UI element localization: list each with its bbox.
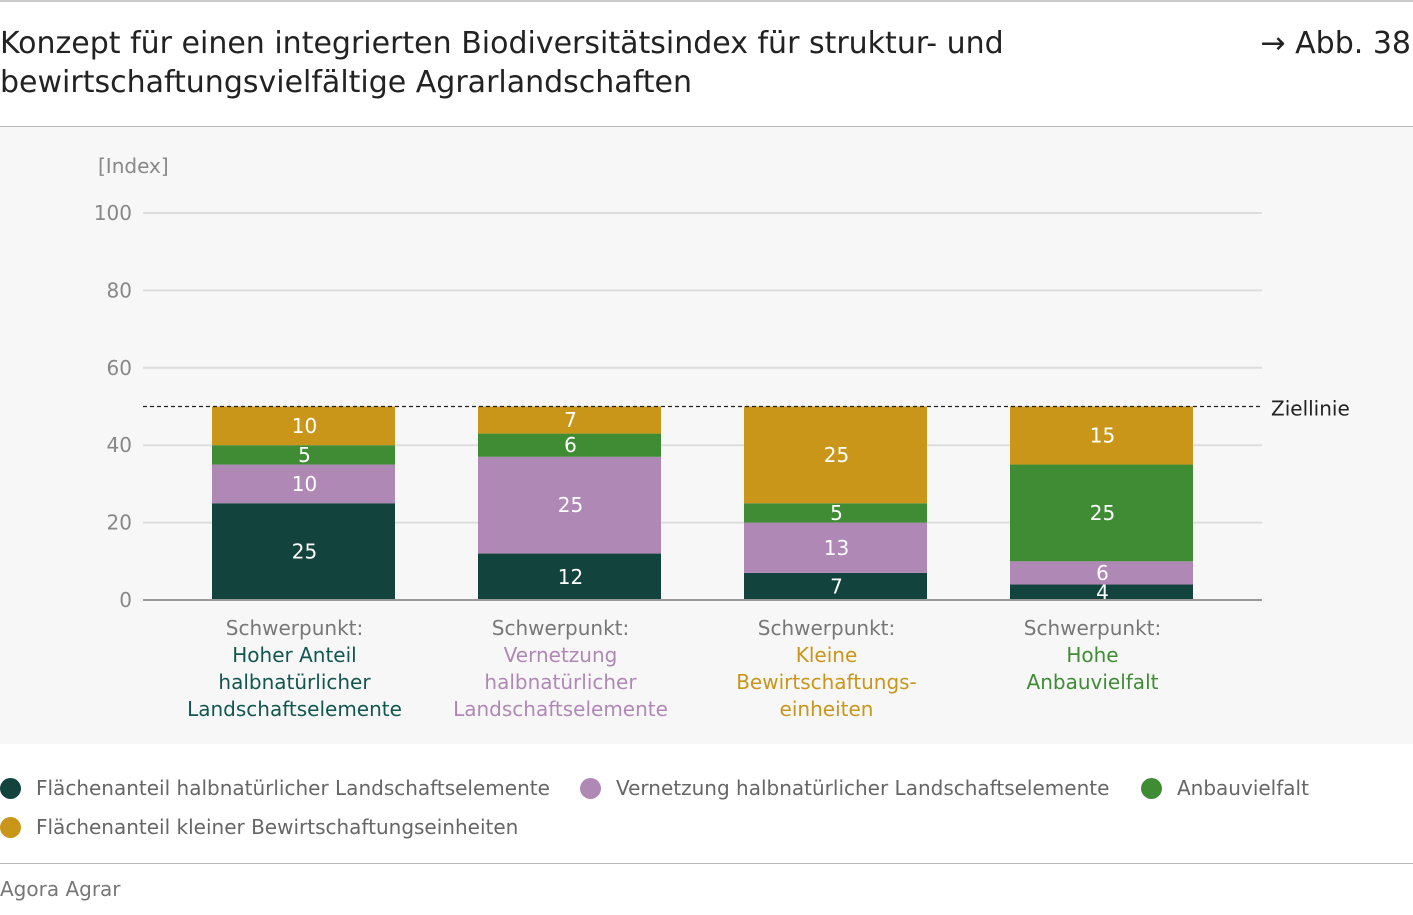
data-label: 25 xyxy=(292,540,317,564)
bar-segment xyxy=(744,522,927,573)
data-label: 10 xyxy=(292,414,317,438)
legend-label: Anbauvielfalt xyxy=(1177,776,1309,800)
y-tick-label: 80 xyxy=(107,278,132,302)
y-axis-label: [Index] xyxy=(98,154,169,178)
legend-item: Flächenanteil halbnatürlicher Landschaft… xyxy=(0,776,550,800)
chart-title: Konzept für einen integrierten Biodivers… xyxy=(0,26,1004,100)
category-label: Bewirtschaftungs- xyxy=(736,670,917,694)
bar-segment xyxy=(744,503,927,523)
bar-segment xyxy=(212,406,395,446)
data-label: 5 xyxy=(830,501,843,525)
category-label: einheiten xyxy=(780,697,874,721)
data-label: 25 xyxy=(558,493,583,517)
bar-segment xyxy=(212,445,395,465)
category-prefix: Schwerpunkt: xyxy=(492,616,629,640)
bar-segment xyxy=(478,553,661,600)
legend-item: Anbauvielfalt xyxy=(1141,776,1309,800)
source: Agora Agrar xyxy=(0,877,121,901)
data-label: 12 xyxy=(558,565,583,589)
category-label: Landschaftselemente xyxy=(453,697,668,721)
y-tick-label: 100 xyxy=(94,201,132,225)
category-prefix: Schwerpunkt: xyxy=(758,616,895,640)
data-label: 4 xyxy=(1096,580,1109,604)
bar-segment xyxy=(1010,464,1193,562)
legend-swatch xyxy=(0,816,21,838)
bar-segment xyxy=(1010,561,1193,585)
bar-segment xyxy=(744,406,927,504)
divider xyxy=(0,863,1413,864)
legend-label: Flächenanteil kleiner Bewirtschaftungsei… xyxy=(36,815,519,839)
data-label: 7 xyxy=(830,574,843,598)
data-label: 7 xyxy=(564,408,577,432)
category-label: Hohe xyxy=(1066,643,1118,667)
category-prefix: Schwerpunkt: xyxy=(1024,616,1161,640)
legend-swatch xyxy=(0,777,21,799)
target-line-label: Ziellinie xyxy=(1271,397,1350,421)
legend-swatch xyxy=(1141,777,1162,799)
category-label: Hoher Anteil xyxy=(232,643,356,667)
bar-segment xyxy=(1010,584,1193,600)
category-label: Landschaftselemente xyxy=(187,697,402,721)
data-label: 5 xyxy=(298,443,311,467)
bar-segment xyxy=(478,433,661,457)
data-label: 13 xyxy=(824,536,849,560)
y-tick-label: 40 xyxy=(107,433,132,457)
bar-segment xyxy=(212,464,395,504)
top-rule xyxy=(0,0,1413,2)
data-label: 10 xyxy=(292,472,317,496)
y-tick-label: 60 xyxy=(107,356,132,380)
bar-segment xyxy=(744,572,927,600)
y-tick-label: 0 xyxy=(119,588,132,612)
legend-label: Flächenanteil halbnatürlicher Landschaft… xyxy=(36,776,550,800)
data-label: 6 xyxy=(564,433,577,457)
category-label: Vernetzung xyxy=(504,643,618,667)
category-label: halbnatürlicher xyxy=(484,670,637,694)
data-label: 25 xyxy=(824,443,849,467)
legend-item: Vernetzung halbnatürlicher Landschaftsel… xyxy=(580,776,1109,800)
divider xyxy=(0,126,1413,127)
legend-label: Vernetzung halbnatürlicher Landschaftsel… xyxy=(616,776,1110,800)
bar-segment xyxy=(478,456,661,554)
bar-segment xyxy=(478,406,661,434)
legend-item: Flächenanteil kleiner Bewirtschaftungsei… xyxy=(0,815,518,839)
category-label: Kleine xyxy=(796,643,858,667)
category-label: Anbauvielfalt xyxy=(1027,670,1159,694)
data-label: 6 xyxy=(1096,561,1109,585)
y-tick-label: 20 xyxy=(107,511,132,535)
bar-segment xyxy=(1010,406,1193,465)
legend-swatch xyxy=(580,777,601,799)
data-label: 15 xyxy=(1090,424,1115,448)
category-label: halbnatürlicher xyxy=(218,670,371,694)
data-label: 25 xyxy=(1090,501,1115,525)
bar-segment xyxy=(212,503,395,600)
figure-reference: → Abb. 38 xyxy=(1260,26,1411,61)
category-prefix: Schwerpunkt: xyxy=(226,616,363,640)
